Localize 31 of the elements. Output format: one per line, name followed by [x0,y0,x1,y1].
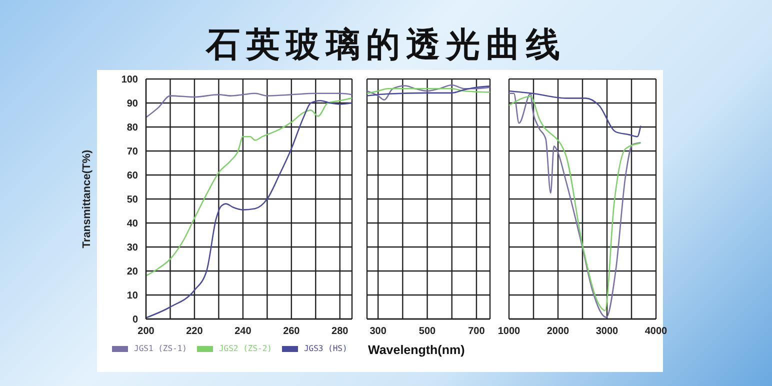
line-series [146,98,352,276]
y-tick-label: 100 [121,74,138,86]
x-tick-label: 200 [138,326,155,338]
y-tick-label: 50 [126,194,138,206]
line-series [146,92,352,118]
y-tick-label: 30 [126,242,138,254]
chart-title: 石英玻璃的透光曲线 [204,24,567,67]
y-tick-label: 10 [126,290,138,302]
x-tick-label: 240 [234,326,252,338]
legend-label: JGS2 (ZS-2) [218,344,272,353]
x-tick-label: 700 [468,326,486,338]
x-tick-label: 4000 [644,326,668,338]
y-tick-label: 90 [126,98,138,110]
legend-label: JGS3 (HS) [304,344,348,353]
x-tick-label: 500 [418,326,436,338]
x-tick-label: 1000 [498,326,521,338]
y-tick-label: 40 [126,218,138,230]
y-tick-label: 70 [126,146,138,158]
y-tick-label: 80 [126,122,138,134]
x-tick-label: 220 [186,326,204,338]
legend-label: JGS1 (ZS-1) [134,344,187,353]
x-tick-label: 3000 [596,326,619,338]
x-tick-label: 300 [370,326,387,338]
x-tick-label: 2000 [546,326,570,338]
y-tick-label: 20 [126,266,138,278]
y-tick-label: 0 [132,314,138,326]
x-tick-label: 260 [283,326,300,338]
x-tick-label: 280 [332,326,349,338]
x-axis-title: Wavelength(nm) [368,343,465,357]
y-axis-title: Transmittance(T%) [80,149,93,248]
y-tick-label: 60 [126,170,138,182]
